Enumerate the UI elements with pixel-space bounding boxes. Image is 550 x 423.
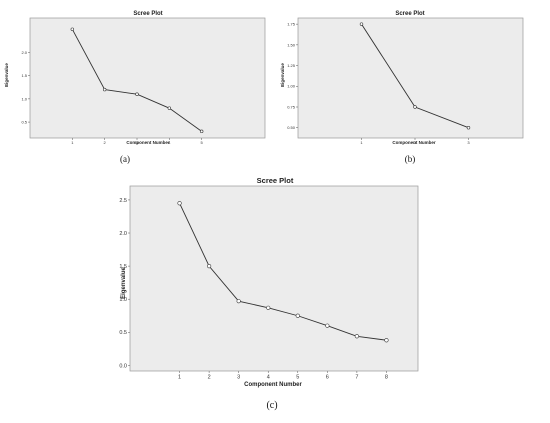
y-tick-label: 0.5: [119, 330, 127, 336]
y-axis-label: Eigenvalue: [121, 267, 127, 299]
eigenvalue-point: [325, 323, 330, 328]
y-tick-label: 0.0: [119, 363, 127, 369]
eigenvalue-point: [102, 87, 107, 92]
y-tick-label: 1.75: [287, 22, 296, 27]
eigenvalue-point: [236, 299, 241, 304]
x-tick-label: 3: [467, 140, 470, 145]
eigenvalue-point: [359, 22, 364, 26]
eigenvalue-line: [179, 203, 387, 341]
plot-area: [29, 17, 266, 139]
eigenvalue-point: [135, 92, 139, 96]
eigenvalue-point: [207, 264, 212, 269]
eigenvalue-point: [199, 129, 204, 134]
y-axis-label: Eigenvalue: [4, 63, 9, 87]
eigenvalue-point: [167, 106, 172, 110]
y-tick-label: 1.0: [119, 297, 127, 303]
chart-title: Scree Plot: [395, 11, 424, 17]
y-tick-label: 2.0: [119, 231, 127, 237]
x-axis-label: Component Number: [244, 382, 302, 388]
x-tick-label: 8: [385, 375, 388, 381]
chart-title: Scree Plot: [257, 176, 294, 185]
y-tick-label: 1.00: [287, 84, 296, 89]
y-tick-label: 0.50: [287, 125, 296, 130]
plot-area: [129, 185, 419, 372]
x-tick-label: 3: [237, 375, 240, 381]
plot-area: [297, 17, 524, 139]
y-tick-label: 0.5: [21, 119, 27, 124]
x-tick-label: 1: [360, 140, 363, 145]
x-tick-label: 1: [71, 140, 74, 145]
y-tick-label: 1.25: [287, 63, 296, 68]
y-tick-label: 2.5: [119, 198, 127, 204]
y-tick-label: 1.5: [119, 264, 127, 270]
y-tick-label: 2.0: [21, 50, 27, 55]
eigenvalue-point: [266, 305, 271, 310]
y-tick-label: 0.75: [287, 104, 296, 109]
eigenvalue-point: [413, 105, 417, 109]
y-tick-label: 1.0: [21, 96, 27, 101]
eigenvalue-point: [354, 334, 359, 339]
x-tick-label: 1: [178, 375, 181, 381]
chart-title: Scree Plot: [133, 11, 162, 17]
x-axis-label: Component Number: [392, 140, 435, 145]
x-tick-label: 2: [414, 140, 417, 145]
eigenvalue-point: [295, 313, 300, 318]
eigenvalue-point: [466, 126, 471, 130]
x-tick-label: 7: [355, 375, 358, 381]
x-tick-label: 5: [296, 375, 299, 381]
x-tick-label: 4: [267, 375, 270, 381]
eigenvalue-point: [384, 338, 389, 343]
panel-caption: (b): [405, 154, 416, 164]
x-tick-label: 2: [208, 375, 211, 381]
x-tick-label: 2: [104, 140, 107, 145]
x-axis-label: Component Number: [126, 140, 169, 145]
eigenvalue-point: [177, 201, 182, 206]
x-tick-label: 5: [201, 140, 204, 145]
panel-caption: (a): [120, 154, 130, 164]
panel-caption: (c): [266, 400, 277, 411]
y-tick-label: 1.50: [287, 42, 296, 47]
x-tick-label: 4: [168, 140, 171, 145]
eigenvalue-point: [70, 27, 75, 31]
x-tick-label: 6: [326, 375, 329, 381]
y-tick-label: 1.5: [21, 73, 27, 78]
y-axis-label: Eigenvalue: [280, 63, 285, 87]
x-tick-label: 3: [136, 140, 139, 145]
